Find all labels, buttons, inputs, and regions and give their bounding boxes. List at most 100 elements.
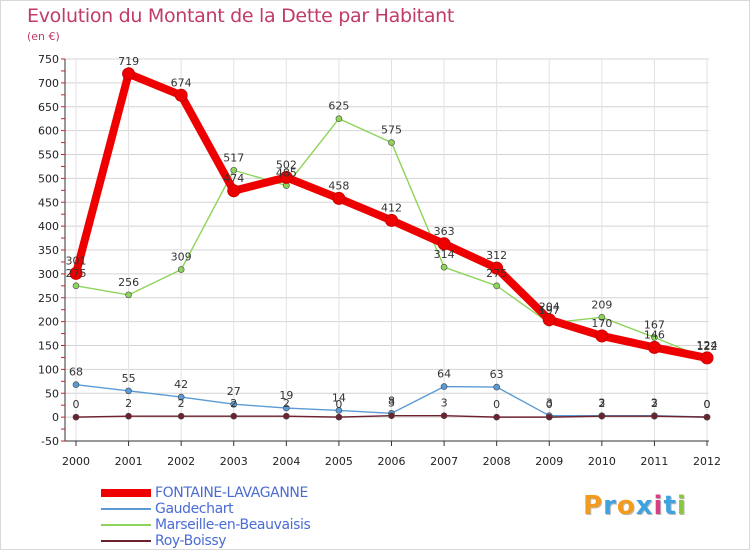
data-label-marseille-en-beauvaisis: 575 (381, 124, 402, 137)
y-tick-label: 400 (38, 220, 59, 233)
data-label-roy-boissy: 3 (388, 397, 395, 410)
data-point-fontaine-lavaganne (69, 266, 83, 280)
data-point-gaudechart (177, 393, 185, 401)
data-label-marseille-en-beauvaisis: 197 (539, 304, 560, 317)
y-tick-label: 300 (38, 268, 59, 281)
data-point-gaudechart (72, 381, 80, 388)
data-label-gaudechart: 8 (388, 394, 395, 407)
data-point-fontaine-lavaganne (227, 184, 241, 198)
data-point-gaudechart (125, 387, 132, 395)
data-point-roy-boissy (440, 412, 448, 419)
data-point-marseille-en-beauvaisis (72, 282, 80, 290)
data-label-fontaine-lavaganne: 170 (591, 317, 612, 330)
y-tick-label: 650 (38, 101, 59, 114)
data-point-gaudechart (335, 407, 343, 414)
data-point-fontaine-lavaganne (122, 67, 136, 81)
logo-letter: P (583, 491, 604, 521)
data-label-marseille-en-beauvaisis: 256 (118, 276, 139, 289)
logo-letter: x (635, 491, 654, 521)
data-label-marseille-en-beauvaisis: 309 (171, 251, 192, 264)
y-tick-label: 50 (45, 387, 59, 400)
data-point-fontaine-lavaganne (647, 340, 661, 354)
x-tick-label: 2003 (220, 455, 248, 468)
data-point-fontaine-lavaganne (279, 170, 293, 184)
data-label-roy-boissy: 2 (651, 397, 658, 410)
legend-swatch (101, 524, 151, 526)
data-point-fontaine-lavaganne (542, 313, 556, 327)
data-label-marseille-en-beauvaisis: 275 (486, 267, 507, 280)
legend-label: Gaudechart (155, 501, 234, 517)
logo-letter: i (676, 491, 687, 521)
data-label-fontaine-lavaganne: 363 (434, 225, 455, 238)
x-tick-label: 2005 (325, 455, 353, 468)
data-point-gaudechart (493, 383, 500, 391)
data-label-fontaine-lavaganne: 301 (66, 254, 87, 267)
data-label-fontaine-lavaganne: 674 (171, 76, 192, 89)
data-point-roy-boissy (651, 412, 658, 420)
x-tick-label: 2010 (588, 455, 616, 468)
data-label-roy-boissy: 0 (73, 398, 80, 411)
data-point-roy-boissy (72, 413, 80, 421)
legend-swatch (101, 540, 151, 542)
data-point-roy-boissy (703, 413, 711, 421)
y-tick-label: 0 (52, 411, 59, 424)
data-point-roy-boissy (283, 412, 290, 420)
data-point-marseille-en-beauvaisis (125, 291, 132, 299)
data-point-marseille-en-beauvaisis (493, 282, 500, 290)
legend-label: FONTAINE-LAVAGANNE (155, 485, 308, 501)
data-label-marseille-en-beauvaisis: 275 (66, 267, 87, 280)
data-point-marseille-en-beauvaisis (230, 166, 238, 174)
data-point-fontaine-lavaganne (595, 329, 609, 343)
data-label-gaudechart: 68 (69, 366, 83, 379)
data-point-roy-boissy (125, 412, 132, 420)
proxiti-logo: Proxiti (583, 491, 687, 521)
data-label-fontaine-lavaganne: 502 (276, 158, 297, 171)
chart-subtitle: (en €) (27, 30, 60, 43)
data-label-roy-boissy: 2 (230, 397, 237, 410)
data-label-marseille-en-beauvaisis: 485 (276, 167, 297, 180)
data-point-marseille-en-beauvaisis (177, 266, 185, 273)
data-label-fontaine-lavaganne: 458 (328, 179, 349, 192)
data-point-marseille-en-beauvaisis (651, 334, 658, 341)
data-label-gaudechart: 3 (598, 397, 605, 410)
x-tick-label: 2007 (430, 455, 458, 468)
y-tick-label: 550 (38, 149, 59, 162)
y-tick-label: 750 (38, 53, 59, 66)
x-tick-label: 2001 (115, 455, 143, 468)
logo-letter: r (603, 491, 617, 521)
data-label-gaudechart: 19 (279, 389, 293, 402)
y-tick-label: 350 (38, 244, 59, 257)
data-label-marseille-en-beauvaisis: 625 (328, 100, 349, 113)
data-label-roy-boissy: 3 (441, 397, 448, 410)
y-tick-label: 100 (38, 363, 59, 376)
data-point-gaudechart (440, 383, 448, 390)
y-tick-label: 450 (38, 196, 59, 209)
chart-title: Evolution du Montant de la Dette par Hab… (27, 5, 455, 27)
data-label-gaudechart: 0 (704, 398, 711, 411)
data-label-fontaine-lavaganne: 204 (539, 301, 560, 314)
data-label-fontaine-lavaganne: 312 (486, 249, 507, 262)
data-point-fontaine-lavaganne (174, 88, 188, 102)
data-point-roy-boissy (545, 413, 553, 421)
data-point-marseille-en-beauvaisis (598, 314, 606, 321)
data-label-gaudechart: 27 (227, 385, 241, 398)
y-tick-label: 500 (38, 172, 59, 185)
data-point-roy-boissy (493, 413, 500, 421)
data-label-marseille-en-beauvaisis: 167 (644, 318, 665, 331)
data-point-fontaine-lavaganne (490, 261, 504, 275)
logo-letter: t (663, 491, 677, 521)
data-point-fontaine-lavaganne (332, 191, 346, 205)
data-label-gaudechart: 3 (546, 397, 553, 410)
data-label-roy-boissy: 0 (704, 398, 711, 411)
data-label-gaudechart: 14 (332, 391, 346, 404)
data-label-fontaine-lavaganne: 474 (223, 172, 244, 185)
legend-label: Roy-Boissy (155, 533, 227, 549)
data-point-roy-boissy (230, 412, 238, 420)
data-point-marseille-en-beauvaisis (388, 139, 395, 146)
data-label-gaudechart: 3 (651, 397, 658, 410)
data-label-gaudechart: 63 (490, 368, 504, 381)
y-tick-label: 200 (38, 316, 59, 329)
data-point-roy-boissy (177, 412, 185, 420)
